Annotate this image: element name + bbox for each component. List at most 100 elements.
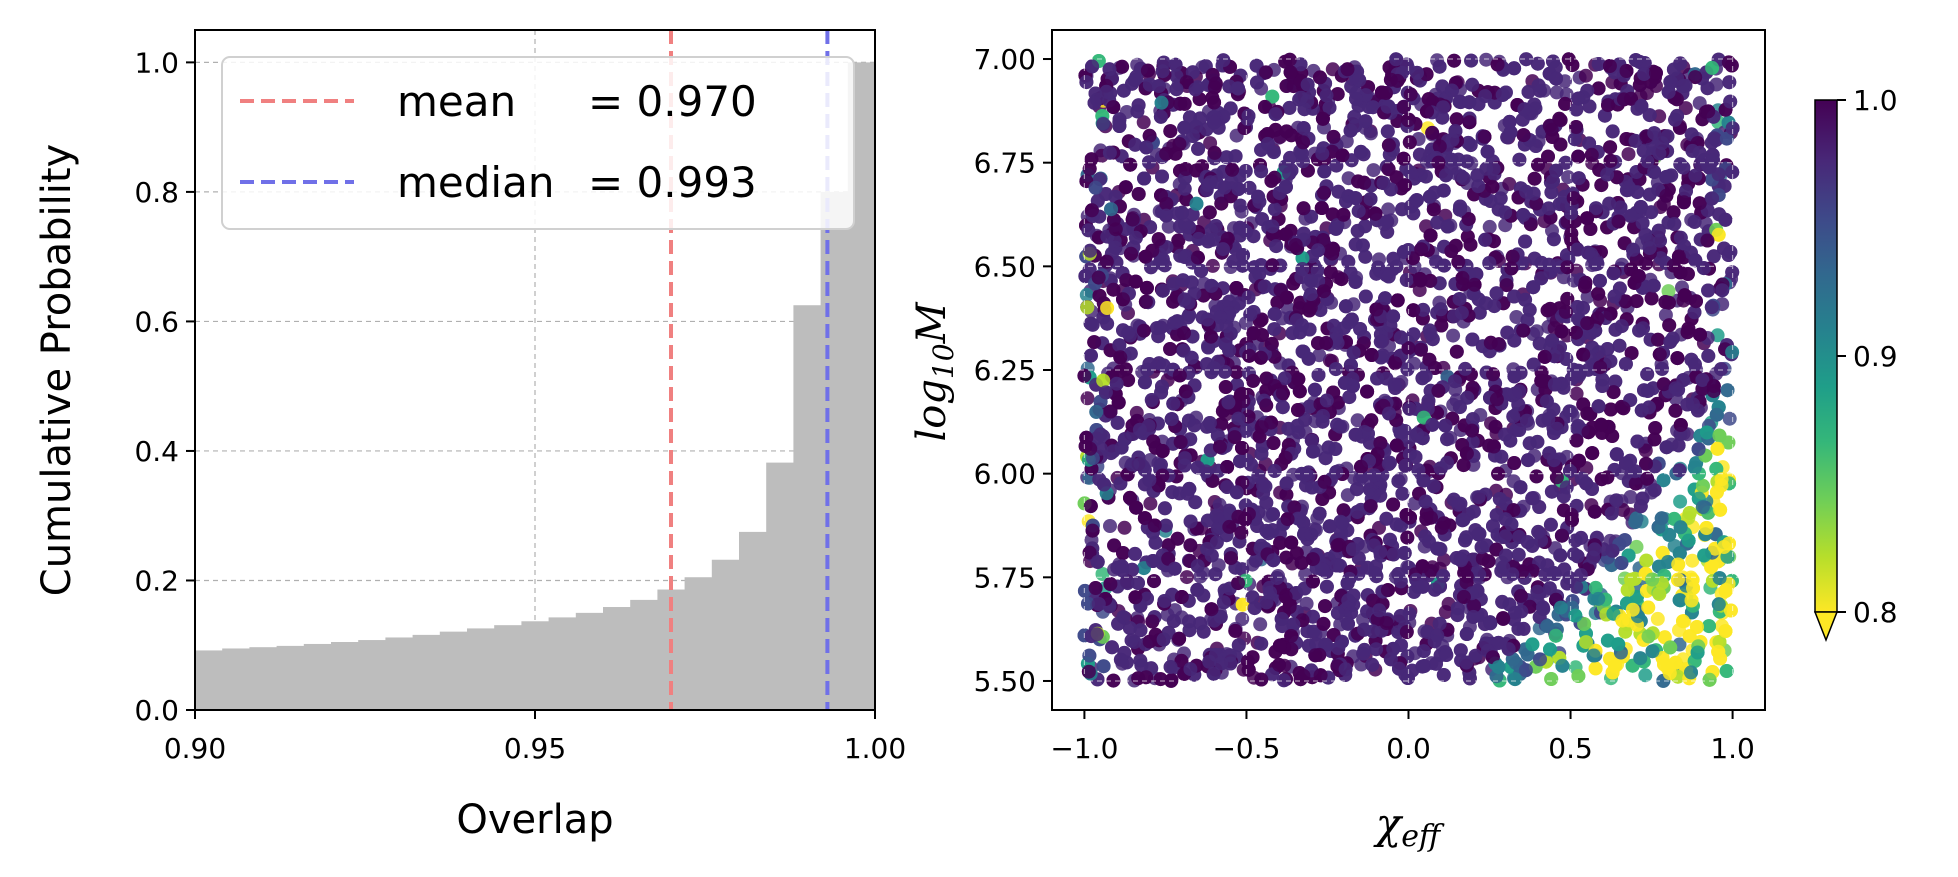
scatter-point <box>1358 219 1372 234</box>
scatter-point <box>1103 519 1117 533</box>
scatter-point <box>1163 124 1178 139</box>
scatter-point <box>1571 669 1586 683</box>
scatter-point <box>1447 53 1462 68</box>
histogram-bar <box>303 643 332 710</box>
scatter-point <box>1650 611 1665 626</box>
histogram-bar <box>684 577 713 710</box>
scatter-point <box>1529 469 1544 484</box>
scatter-point <box>1299 596 1314 611</box>
scatter-point <box>1157 501 1172 516</box>
scatter-point <box>1458 361 1473 376</box>
scatter-point <box>1702 619 1716 634</box>
histogram-bar <box>521 621 550 710</box>
histogram-x-tick-label: 1.00 <box>844 732 906 765</box>
scatter-point <box>1620 583 1635 597</box>
scatter-point <box>1530 56 1545 71</box>
scatter-point <box>1695 478 1710 493</box>
histogram-bar <box>276 645 305 710</box>
histogram-bar <box>331 642 359 710</box>
histogram-y-tick-label: 0.8 <box>134 176 179 209</box>
scatter-point <box>1218 380 1233 394</box>
histogram-bar <box>412 634 441 710</box>
scatter-point <box>1366 163 1381 178</box>
scatter-point <box>1380 224 1395 239</box>
scatter-point <box>1143 496 1158 511</box>
scatter-point <box>1123 346 1138 361</box>
scatter-point <box>1117 520 1132 535</box>
scatter-point <box>1673 494 1688 509</box>
scatter-point <box>1673 230 1688 245</box>
scatter-point <box>1544 672 1559 686</box>
scatter-point <box>1267 202 1282 217</box>
scatter-point <box>1400 530 1415 545</box>
histogram-y-tick-label: 0.4 <box>134 435 179 468</box>
scatter-point <box>1269 239 1284 254</box>
scatter-point <box>1363 126 1378 141</box>
histogram-bars <box>195 62 875 710</box>
scatter-point <box>1177 292 1192 307</box>
scatter-point <box>1087 335 1102 350</box>
scatter-point <box>1193 569 1208 584</box>
scatter-point <box>1399 273 1414 287</box>
scatter-point <box>1574 530 1588 545</box>
scatter-point <box>1711 597 1726 612</box>
scatter-point <box>1638 668 1653 683</box>
scatter-point <box>1254 672 1269 687</box>
scatter-point <box>1509 310 1524 324</box>
scatter-point <box>1543 301 1558 316</box>
scatter-point <box>1464 53 1479 68</box>
histogram-bar <box>222 648 250 710</box>
scatter-point <box>1276 673 1291 688</box>
scatter-point <box>1266 436 1281 450</box>
scatter-point <box>1358 289 1373 304</box>
scatter-point <box>1527 171 1542 186</box>
histogram-x-tick-label: 0.90 <box>164 732 226 765</box>
scatter-point <box>1603 402 1618 417</box>
histogram-bar <box>467 628 495 710</box>
scatter-point <box>1714 362 1729 377</box>
scatter-point <box>1709 461 1724 476</box>
scatter-point <box>1282 100 1297 115</box>
scatter-point <box>1656 473 1671 488</box>
scatter-point <box>1605 124 1620 139</box>
scatter-point <box>1671 438 1686 453</box>
scatter-point <box>1612 338 1627 353</box>
histogram-bar <box>548 617 577 710</box>
scatter-point <box>1202 205 1217 220</box>
histogram-bar <box>385 637 414 710</box>
scatter-point <box>1096 659 1111 674</box>
histogram-ticks: 0.90 0.95 1.000.00.20.40.60.81.0 <box>134 46 906 765</box>
histogram-y-tick-label: 0.2 <box>134 564 179 597</box>
scatter-point <box>1721 248 1736 262</box>
histogram-y-tick-label: 0.0 <box>134 694 179 727</box>
scatter-point <box>1446 328 1461 343</box>
scatter-point <box>1136 115 1151 130</box>
histogram-bar <box>820 191 849 710</box>
scatter-point <box>1155 169 1169 184</box>
scatter-point <box>1436 668 1451 682</box>
scatter-point <box>1618 357 1633 371</box>
scatter-point <box>1448 374 1462 389</box>
histogram-bar <box>793 305 822 710</box>
scatter-point <box>1638 443 1653 458</box>
scatter-point <box>1179 570 1194 585</box>
scatter-point <box>1684 665 1698 680</box>
scatter-point <box>1107 538 1122 553</box>
scatter-point <box>1228 623 1243 638</box>
scatter-point <box>1349 482 1364 497</box>
scatter-point <box>1528 139 1543 153</box>
scatter-point <box>1502 177 1517 191</box>
scatter-point <box>1081 223 1096 238</box>
scatter-point <box>1640 384 1655 398</box>
histogram-bar <box>711 559 740 710</box>
scatter-point <box>1623 490 1638 504</box>
scatter-point <box>1498 548 1513 563</box>
scatter-point <box>1080 391 1095 406</box>
scatter-point <box>1311 368 1326 382</box>
scatter-point <box>1629 511 1644 526</box>
legend-median-value: = 0.993 <box>588 158 757 207</box>
scatter-points <box>1077 52 1740 688</box>
scatter-point <box>1549 85 1564 100</box>
scatter-point <box>1722 75 1737 90</box>
